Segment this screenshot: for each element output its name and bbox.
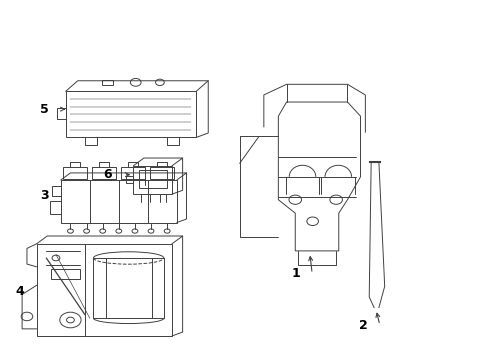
Text: 6: 6 <box>102 168 111 181</box>
Text: 1: 1 <box>291 267 300 280</box>
Bar <box>92 167 116 179</box>
Bar <box>139 170 167 188</box>
Bar <box>150 167 174 179</box>
Bar <box>37 244 172 336</box>
Bar <box>121 167 145 179</box>
Text: 5: 5 <box>40 103 49 116</box>
Bar <box>133 166 172 194</box>
Bar <box>93 258 163 318</box>
Bar <box>51 269 80 279</box>
Text: 4: 4 <box>16 285 24 298</box>
Bar <box>102 80 112 85</box>
Bar <box>61 180 177 222</box>
Text: 3: 3 <box>40 189 49 202</box>
Bar <box>63 167 87 179</box>
Text: 2: 2 <box>358 319 367 332</box>
